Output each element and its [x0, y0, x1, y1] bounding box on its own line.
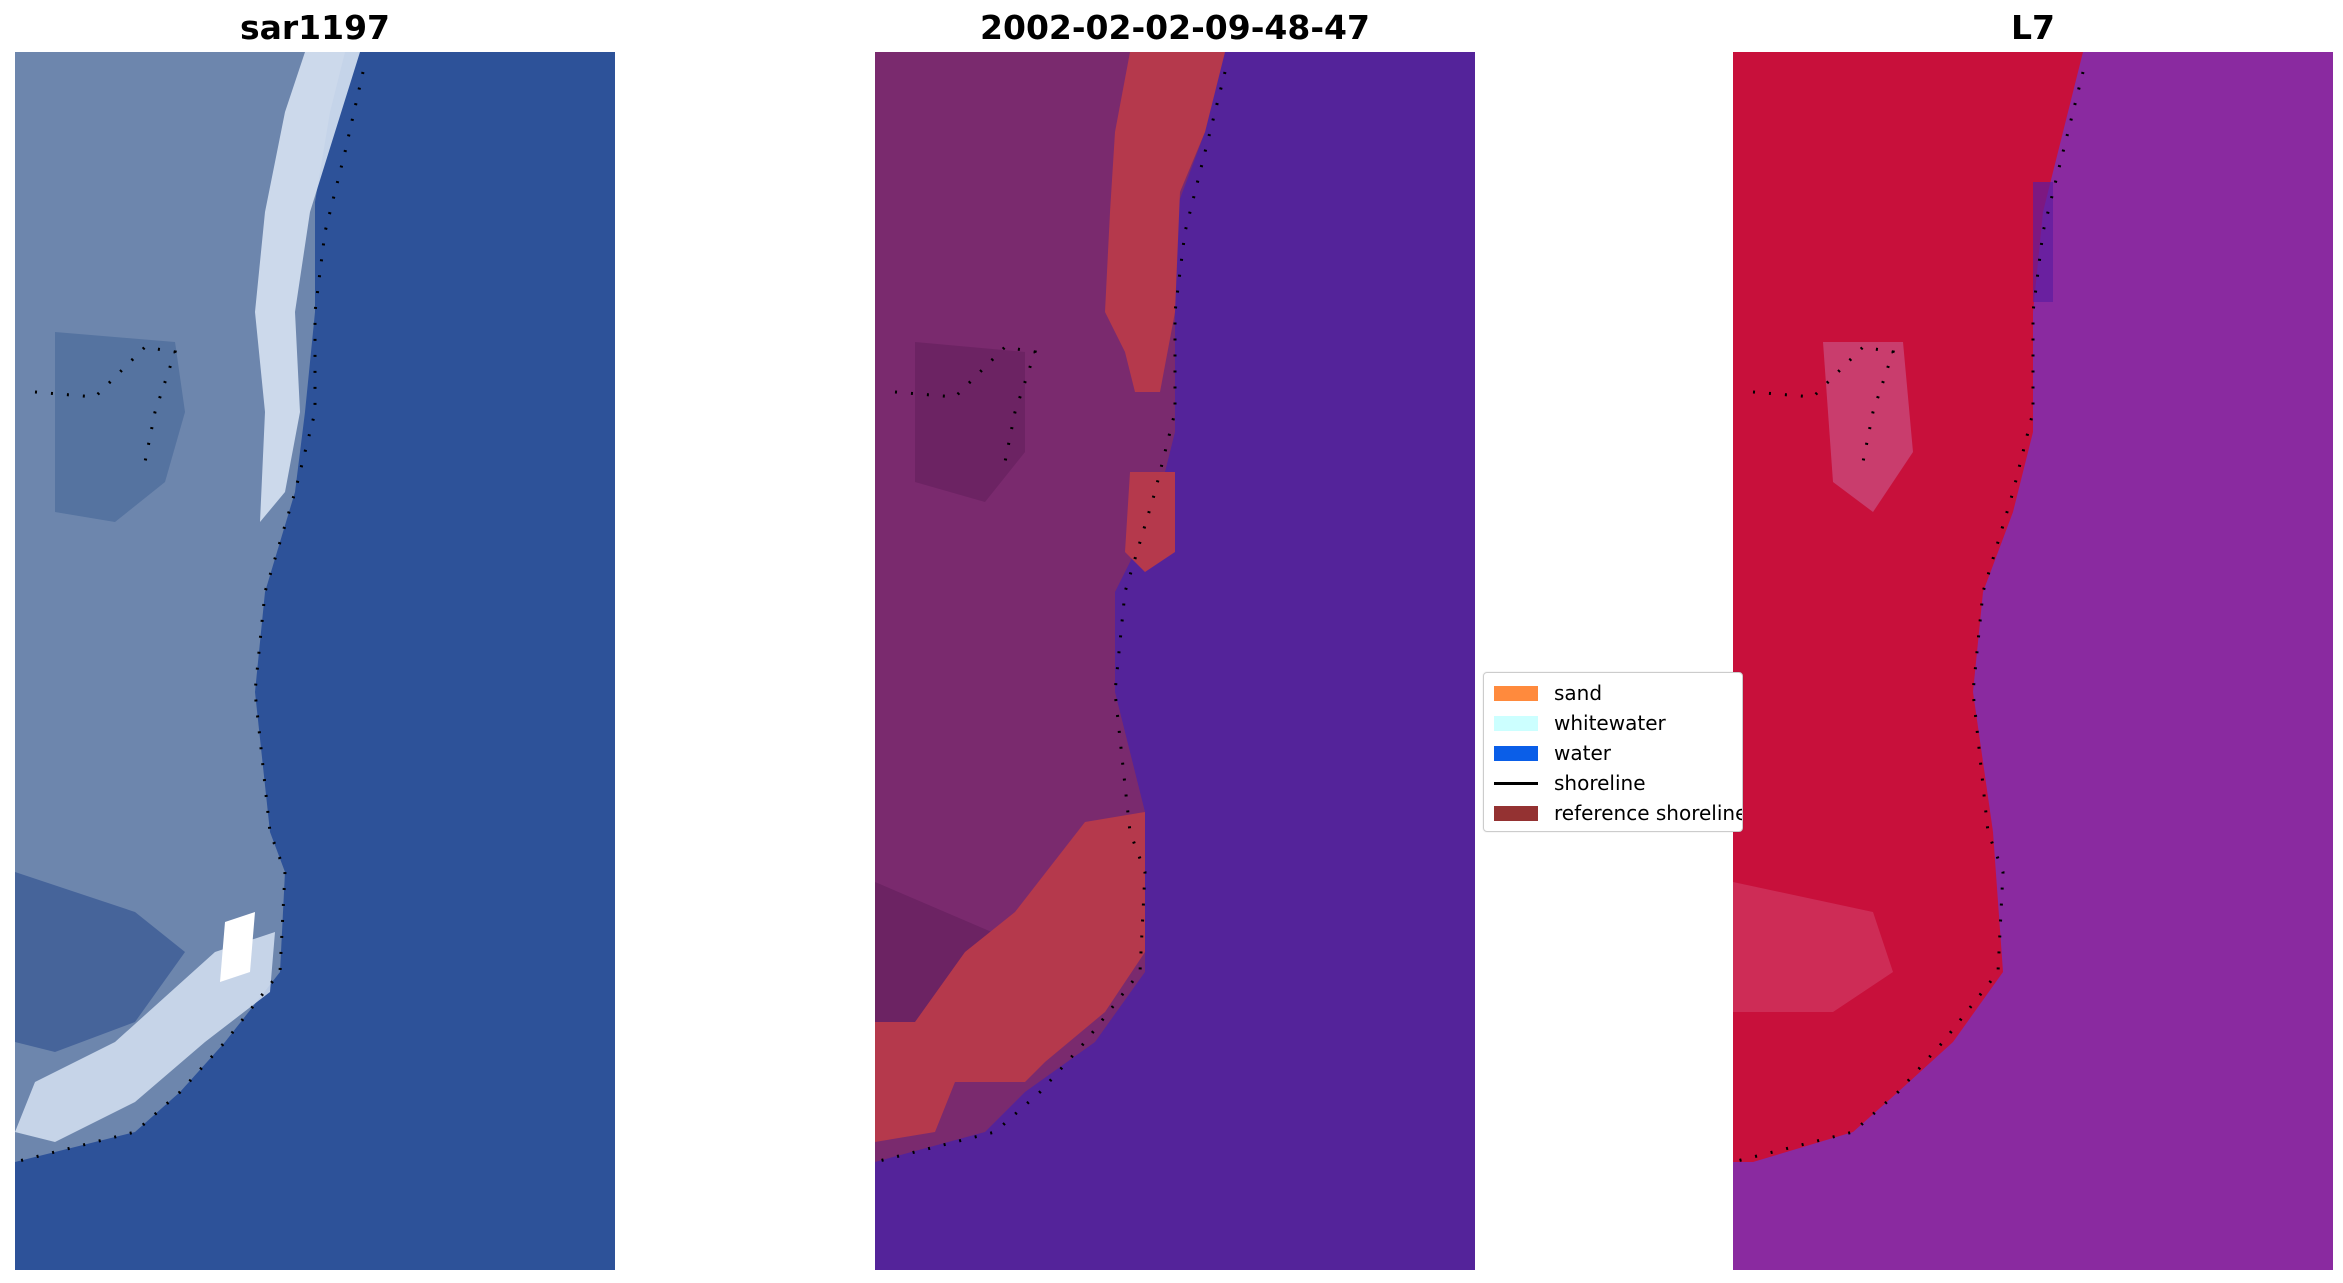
rgb-image-panel — [15, 52, 615, 1270]
reference-shoreline-swatch — [1494, 805, 1538, 821]
legend-item-shoreline: shoreline — [1494, 769, 1646, 797]
legend-label: shoreline — [1554, 771, 1646, 795]
legend-item-whitewater: whitewater — [1494, 709, 1666, 737]
shoreline-line-icon — [1494, 781, 1538, 785]
legend-item-water: water — [1494, 739, 1611, 767]
legend-label: whitewater — [1554, 711, 1666, 735]
legend-label: sand — [1554, 681, 1603, 705]
legend: sand whitewater water shoreline referenc… — [1483, 672, 1743, 832]
panel-title-mndwi: L7 — [2011, 8, 2055, 47]
mndwi-panel — [1733, 52, 2333, 1270]
rgb-image — [15, 52, 615, 1270]
panel-title-rgb: sar1197 — [239, 8, 391, 47]
water-swatch — [1494, 745, 1538, 761]
legend-label: water — [1554, 741, 1611, 765]
whitewater-swatch — [1494, 715, 1538, 731]
sand-swatch — [1494, 685, 1538, 701]
legend-label: reference shoreline — [1554, 801, 1743, 825]
legend-item-sand: sand — [1494, 679, 1602, 707]
panel-title-classification: 2002-02-02-09-48-47 — [980, 8, 1370, 47]
classification-panel — [875, 52, 1475, 1270]
mndwi-image — [1733, 52, 2333, 1270]
classified-image — [875, 52, 1475, 1270]
legend-item-reference-shoreline: reference shoreline — [1494, 799, 1743, 827]
